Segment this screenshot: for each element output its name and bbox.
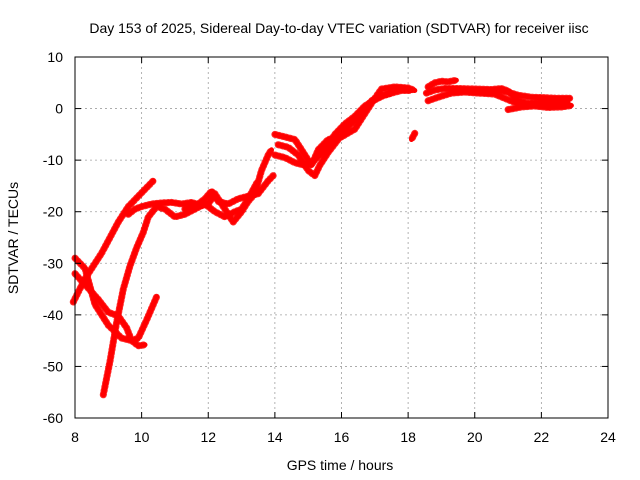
x-tick-label: 16 bbox=[334, 429, 350, 445]
series-track-3-markers bbox=[71, 270, 161, 345]
y-tick-label: -60 bbox=[43, 410, 63, 426]
y-tick-label: -50 bbox=[43, 358, 63, 374]
series-track-15-markers bbox=[504, 102, 575, 114]
x-tick-label: 18 bbox=[400, 429, 416, 445]
y-tick-label: 0 bbox=[55, 101, 63, 117]
series-track-2-markers bbox=[71, 254, 149, 350]
series-track-6-markers bbox=[181, 172, 277, 213]
series-layer bbox=[69, 76, 575, 399]
x-tick-label: 14 bbox=[267, 429, 283, 445]
x-tick-label: 8 bbox=[71, 429, 79, 445]
series-track-10-markers bbox=[408, 129, 419, 143]
series-track-9-markers bbox=[271, 89, 395, 169]
series-track-14-markers bbox=[494, 87, 574, 102]
x-tick-label: 20 bbox=[467, 429, 483, 445]
x-tick-label: 12 bbox=[200, 429, 216, 445]
x-tick-label: 24 bbox=[600, 429, 616, 445]
x-axis-title: GPS time / hours bbox=[287, 457, 394, 473]
y-tick-label: 10 bbox=[47, 49, 63, 65]
x-tick-label: 10 bbox=[134, 429, 150, 445]
y-tick-label: -20 bbox=[43, 204, 63, 220]
series-track-4-markers bbox=[99, 179, 261, 399]
grid-layer bbox=[75, 57, 608, 418]
y-axis-title: SDTVAR / TECUs bbox=[5, 182, 21, 294]
axis-layer: 8 10 12 14 16 18 20 22 24 -60 -50 -40 -30 -20 -10 0 10 bbox=[43, 49, 616, 445]
y-tick-label: -30 bbox=[43, 255, 63, 271]
y-tick-label: -40 bbox=[43, 307, 63, 323]
y-tick-label: -10 bbox=[43, 152, 63, 168]
x-tick-label: 22 bbox=[534, 429, 550, 445]
chart-title: Day 153 of 2025, Sidereal Day-to-day VTE… bbox=[89, 20, 588, 36]
series-track-11-markers bbox=[424, 76, 460, 91]
